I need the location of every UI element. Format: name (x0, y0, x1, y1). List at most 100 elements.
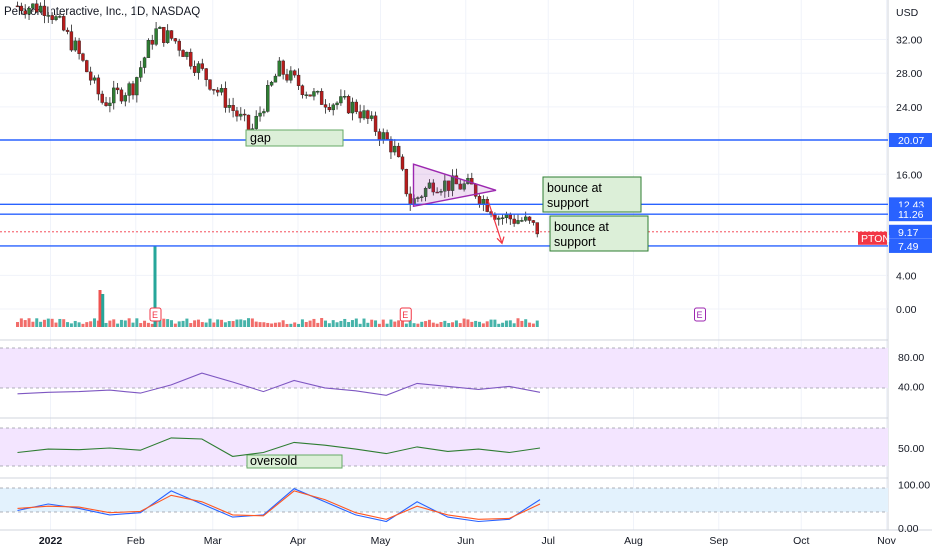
candle-body (350, 101, 355, 114)
price-level-label: 7.49 (898, 241, 919, 253)
candle-body (343, 96, 347, 98)
candle-body (227, 105, 231, 108)
candle-body (447, 180, 451, 191)
candle-body (370, 115, 374, 119)
volume-bar (335, 322, 339, 327)
candle-body (512, 218, 516, 224)
price-candles (15, 0, 539, 238)
volume-bar (123, 320, 127, 327)
volume-bar (489, 319, 493, 327)
candle-body (323, 104, 328, 108)
earnings-marker: E (402, 310, 408, 320)
volume-bar (420, 321, 424, 327)
candle-body (104, 102, 108, 106)
indicator-tick-label: 100.00 (898, 479, 930, 491)
last-price-label: 9.17 (898, 227, 919, 239)
volume-bar (166, 319, 170, 327)
triangle-pattern (412, 163, 497, 208)
candle-body (15, 5, 20, 8)
candle-body (69, 31, 74, 51)
volume-bar (231, 321, 235, 327)
candle-body (46, 15, 50, 17)
volume-bar (54, 322, 58, 327)
volume-bar (243, 320, 247, 327)
candle-body (396, 145, 401, 158)
candle-body (416, 197, 420, 199)
volume-bar (531, 323, 535, 327)
volume-bar (93, 318, 96, 327)
volume-bar (374, 320, 378, 327)
candle-body (212, 89, 216, 91)
candle-body (497, 217, 501, 220)
note-gap: gap (250, 131, 271, 145)
volume-bar (320, 318, 324, 327)
candle-body (185, 51, 189, 57)
volume-bar (31, 321, 35, 327)
time-tick-label: Nov (877, 535, 896, 547)
candle-body (242, 113, 247, 116)
volume-bar (293, 322, 297, 327)
candle-body (300, 85, 305, 96)
candle-body (373, 115, 378, 132)
volume-bar (528, 322, 532, 327)
candle-body (119, 89, 124, 102)
earnings-marker: E (152, 310, 158, 320)
volume-bar (512, 323, 516, 327)
indicator2-line (17, 437, 541, 457)
volume-bar (385, 323, 389, 327)
volume-bar (212, 322, 216, 327)
price-level-label: 11.26 (898, 209, 924, 221)
candle-body (516, 220, 520, 224)
volume-bar (58, 318, 62, 327)
indicator-band (0, 428, 888, 466)
volume-bar (73, 320, 77, 327)
volume-bar (354, 318, 358, 327)
volume-bar (501, 322, 505, 327)
volume-bar (50, 318, 54, 327)
candle-body (165, 30, 170, 43)
volume-bar (146, 322, 150, 327)
candle-body (219, 88, 224, 93)
volume-bar (270, 323, 274, 327)
volume-bar (435, 323, 439, 327)
volume-bar (216, 319, 220, 327)
rsi-line (17, 372, 541, 396)
price-level-tag (889, 207, 932, 222)
volume-bar (497, 323, 501, 327)
candle-body (420, 196, 424, 198)
volume-bar (220, 319, 224, 327)
volume-bar (285, 323, 289, 327)
candle-body (485, 199, 489, 212)
chart-title: Peloton Interactive, Inc., 1D, NASDAQ (4, 6, 201, 18)
volume-bar (416, 323, 420, 327)
candle-body (358, 111, 362, 119)
volume-bar (104, 322, 108, 327)
volume-spike-bar (101, 294, 105, 327)
earnings-marker-box (149, 307, 162, 322)
volume-bar (39, 321, 43, 327)
candle-body (508, 214, 512, 220)
volume-bar (327, 323, 331, 327)
candle-body (366, 110, 370, 119)
volume-bar (235, 319, 239, 327)
volume-bar (397, 320, 401, 327)
indicator-tick-label: 0.00 (898, 523, 919, 535)
candle-body (339, 96, 343, 104)
volume-bar (254, 321, 258, 327)
volume-bar (223, 322, 227, 327)
volume-bar (35, 318, 39, 327)
candle-body (62, 16, 66, 31)
candle-body (381, 132, 385, 140)
volume-bar (362, 318, 366, 327)
volume-bar (535, 320, 539, 327)
volume-bar (19, 318, 23, 327)
volume-bar (135, 318, 139, 327)
trend-drawings[interactable] (412, 163, 505, 245)
candle-body (377, 131, 382, 140)
price-axis: 32.00 28.00 24.00 16.00 4.00 0.00 80.00 40.00 50… (896, 35, 930, 535)
indicator-tick-label: 40.00 (898, 381, 924, 393)
